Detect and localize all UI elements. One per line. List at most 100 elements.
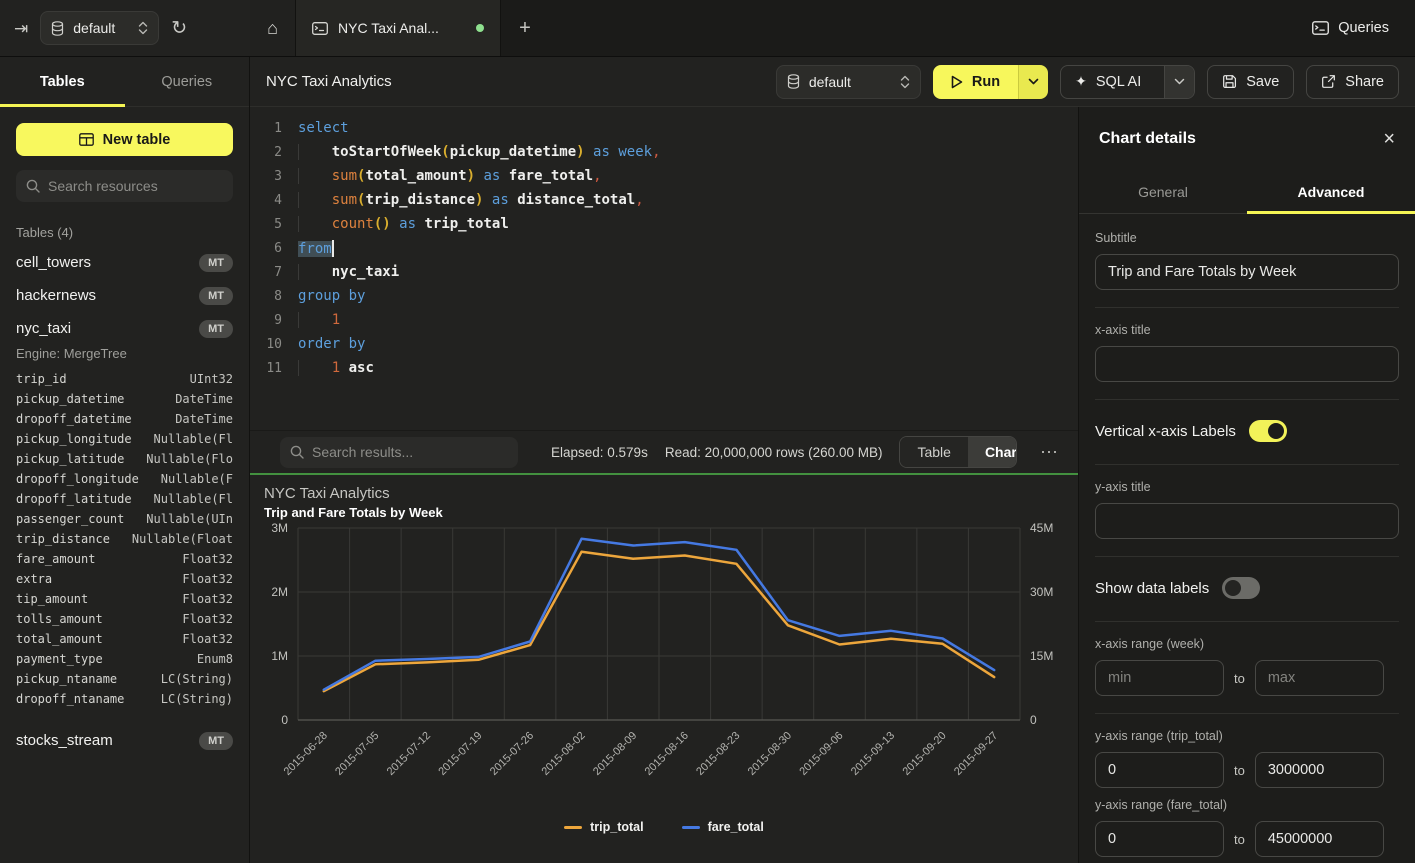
column-row: payment_type Enum8: [16, 649, 233, 669]
sidebar: Tables Queries New table Tables (4) cell…: [0, 57, 250, 863]
y-range-fare-min-input[interactable]: [1095, 821, 1224, 857]
sql-ai-button[interactable]: ✦ SQL AI: [1061, 66, 1155, 98]
run-database-value: default: [808, 73, 851, 90]
to-label: to: [1234, 670, 1245, 686]
column-name: pickup_datetime: [16, 392, 125, 406]
show-data-labels-toggle[interactable]: [1222, 577, 1261, 599]
column-name: trip_id: [16, 372, 67, 386]
sql-ai-options-button[interactable]: [1164, 65, 1195, 98]
view-toggle-table[interactable]: Table: [900, 437, 968, 467]
table-row-stocks_stream[interactable]: stocks_stream MT: [16, 724, 233, 757]
panel-tab-general[interactable]: General: [1138, 184, 1188, 200]
table-name: nyc_taxi: [16, 320, 72, 337]
chart-area: NYC Taxi Analytics Trip and Fare Totals …: [250, 473, 1078, 863]
play-icon: [951, 75, 963, 89]
legend-item-trip_total[interactable]: trip_total: [564, 820, 644, 834]
results-search: [280, 436, 518, 468]
run-button[interactable]: Run: [932, 64, 1019, 99]
column-name: payment_type: [16, 652, 103, 666]
x-range-min-input[interactable]: [1095, 660, 1224, 696]
column-row: fare_amount Float32: [16, 549, 233, 569]
tab-title: NYC Taxi Anal...: [338, 20, 439, 36]
new-tab-button[interactable]: +: [501, 0, 549, 56]
table-row-nyc_taxi[interactable]: nyc_taxi MT: [16, 312, 233, 345]
table-engine: Engine: MergeTree: [16, 346, 127, 361]
line-number: 11: [266, 360, 282, 376]
save-button[interactable]: Save: [1207, 64, 1295, 99]
code-line: 6 from: [250, 236, 1078, 260]
column-type: DateTime: [175, 392, 233, 406]
column-name: pickup_latitude: [16, 452, 125, 466]
vertical-x-axis-labels-label: Vertical x-axis Labels: [1095, 422, 1236, 440]
y-axis-title-label: y-axis title: [1095, 480, 1151, 494]
column-row: passenger_count Nullable(UIn: [16, 509, 233, 529]
subtitle-input[interactable]: [1095, 254, 1399, 290]
updown-chevron-icon: [138, 21, 148, 35]
column-row: pickup_latitude Nullable(Flo: [16, 449, 233, 469]
x-axis-title-input[interactable]: [1095, 346, 1399, 382]
y-range-trip-max-input[interactable]: [1254, 752, 1384, 788]
line-number: 8: [274, 288, 282, 304]
engine-badge: MT: [199, 253, 233, 272]
tables-section-label: Tables (4): [16, 225, 74, 240]
column-type: Nullable(Float: [131, 532, 233, 546]
code-text: 1: [298, 312, 340, 328]
refresh-icon[interactable]: ↻: [171, 17, 188, 39]
sidebar-tab-queries[interactable]: Queries: [161, 73, 213, 90]
x-range-max-input[interactable]: [1254, 660, 1384, 696]
table-name: hackernews: [16, 287, 97, 304]
svg-text:2015-08-02: 2015-08-02: [539, 730, 587, 778]
table-row-cell_towers[interactable]: cell_towers MT: [16, 246, 233, 279]
svg-text:1M: 1M: [271, 649, 288, 663]
queries-icon: [1312, 21, 1330, 35]
search-results-input[interactable]: [312, 444, 508, 460]
queries-button[interactable]: Queries: [1286, 0, 1415, 56]
y-range-trip-min-input[interactable]: [1095, 752, 1224, 788]
tab-nyc-taxi-analytics[interactable]: NYC Taxi Anal...: [296, 0, 501, 56]
column-row: tolls_amount Float32: [16, 609, 233, 629]
sidebar-tab-tables[interactable]: Tables: [0, 57, 125, 107]
engine-badge: MT: [199, 731, 233, 750]
search-resources-input[interactable]: [48, 178, 223, 194]
terminal-icon: [312, 21, 328, 35]
close-icon[interactable]: ×: [1383, 128, 1395, 150]
code-line: 10 order by: [250, 332, 1078, 356]
plus-icon: +: [519, 16, 531, 39]
column-type: Float32: [182, 632, 233, 646]
x-axis-title-label: x-axis title: [1095, 323, 1151, 337]
column-type: Float32: [182, 552, 233, 566]
home-button[interactable]: ⌂: [250, 0, 296, 56]
view-toggle-chart[interactable]: Chart: [967, 437, 1017, 467]
x-axis-range-label: x-axis range (week): [1095, 637, 1205, 651]
column-type: DateTime: [175, 412, 233, 426]
y-axis-title-input[interactable]: [1095, 503, 1399, 539]
more-options-icon[interactable]: ⋯: [1040, 441, 1058, 462]
panel-tabs: General Advanced: [1079, 171, 1415, 214]
code-text: from: [298, 239, 334, 257]
line-number: 9: [274, 312, 282, 328]
database-selector[interactable]: default: [40, 11, 160, 45]
table-row-hackernews[interactable]: hackernews MT: [16, 279, 233, 312]
vertical-x-axis-labels-toggle[interactable]: [1248, 420, 1287, 442]
legend-item-fare_total[interactable]: fare_total: [681, 820, 764, 834]
code-text: sum(total_amount) as fare_total,: [298, 168, 602, 184]
line-number: 6: [274, 240, 282, 256]
run-button-group: Run: [932, 64, 1049, 99]
chart-details-panel: Chart details × General Advanced Subtitl…: [1078, 107, 1415, 863]
sql-editor[interactable]: 1 select 2 toStartOfWeek(pickup_datetime) …: [250, 107, 1078, 430]
collapse-sidebar-icon[interactable]: ⇥: [14, 18, 29, 38]
share-button[interactable]: Share: [1306, 64, 1399, 99]
panel-tab-advanced[interactable]: Advanced: [1247, 171, 1415, 214]
column-row: dropoff_ntaname LC(String): [16, 689, 233, 709]
code-text: toStartOfWeek(pickup_datetime) as week,: [298, 144, 661, 160]
new-table-button[interactable]: New table: [16, 123, 233, 156]
code-line: 5 count() as trip_total: [250, 212, 1078, 236]
run-database-selector[interactable]: default: [775, 64, 921, 99]
code-text: count() as trip_total: [298, 216, 509, 232]
run-options-button[interactable]: [1018, 64, 1049, 99]
column-row: pickup_ntaname LC(String): [16, 669, 233, 689]
sql-ai-label: SQL AI: [1095, 73, 1142, 90]
y-range-fare-max-input[interactable]: [1254, 821, 1384, 857]
legend-label: trip_total: [590, 820, 644, 834]
